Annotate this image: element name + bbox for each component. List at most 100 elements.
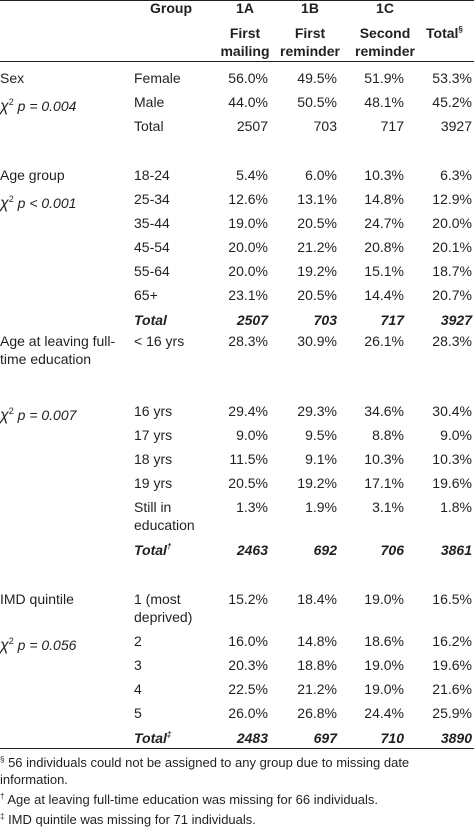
edu-value: 11.5% — [229, 451, 268, 467]
age-value: 14.8% — [364, 191, 404, 207]
sex-group: Total — [134, 118, 164, 134]
edu-value: 10.3% — [432, 451, 472, 467]
col-total-sub1: Total§ — [426, 25, 463, 41]
imd-group: Total‡ — [134, 730, 172, 746]
imd-value: 18.8% — [297, 657, 337, 673]
sex-value: 44.0% — [228, 94, 268, 110]
edu-group: 19 yrs — [134, 475, 173, 491]
imd-group: deprived) — [134, 609, 193, 625]
imd-value: 26.0% — [228, 705, 268, 721]
imd-value: 15.2% — [228, 591, 268, 607]
col-1a-id: 1A — [236, 0, 254, 16]
age-value: 20.0% — [228, 263, 268, 279]
col-1a-sub1: First — [229, 25, 261, 41]
imd-value: 19.0% — [364, 681, 404, 697]
edu-value: 3.1% — [372, 499, 404, 515]
edu-value: 19.2% — [297, 475, 337, 491]
bottom-rule — [0, 748, 474, 749]
edu-value: 8.8% — [372, 427, 404, 443]
imd-value: 710 — [380, 730, 404, 746]
sex-value: 49.5% — [297, 70, 337, 86]
sex-value: 48.1% — [364, 94, 404, 110]
imd-value: 18.4% — [297, 591, 337, 607]
imd-value: 22.5% — [228, 681, 268, 697]
age-group: Total — [134, 312, 167, 328]
edu-value: 1.8% — [440, 499, 472, 515]
age-value: 20.5% — [297, 215, 337, 231]
imd-value: 16.5% — [432, 591, 472, 607]
imd-value: 14.8% — [297, 633, 337, 649]
footnote: § 56 individuals could not be assigned t… — [0, 754, 474, 788]
header-rule — [0, 61, 474, 62]
age-value: 23.1% — [228, 287, 268, 303]
footnote-line: ‡ IMD quintile was missing for 71 indivi… — [0, 812, 256, 827]
edu-chi-square-test: χ2 p = 0.007 — [0, 406, 77, 424]
group-header: Group — [150, 0, 192, 16]
edu-value: 28.3% — [228, 333, 268, 349]
edu-value: 9.1% — [305, 451, 337, 467]
age-group: 45-54 — [134, 239, 170, 255]
age-label: Age group — [0, 167, 65, 183]
edu-group: < 16 yrs — [134, 333, 185, 349]
imd-chi-square-test: χ2 p = 0.056 — [0, 636, 77, 654]
age-value: 20.0% — [432, 215, 472, 231]
edu-value: 2463 — [236, 542, 268, 558]
top-rule — [0, 0, 474, 1]
edu-value: 706 — [380, 542, 404, 558]
age-group: 25-34 — [134, 191, 170, 207]
age-value: 19.2% — [297, 263, 337, 279]
age-value: 18.7% — [432, 263, 472, 279]
col-1c-sub2: reminder — [355, 43, 415, 59]
edu-value: 26.1% — [364, 333, 404, 349]
age-value: 717 — [380, 312, 404, 328]
sex-group: Male — [134, 94, 165, 110]
edu-value: 29.3% — [297, 403, 337, 419]
age-group: 65+ — [134, 287, 158, 303]
age-value: 21.2% — [297, 239, 337, 255]
edu-group: 16 yrs — [134, 403, 173, 419]
age-value: 19.0% — [228, 215, 268, 231]
sex-value: 45.2% — [432, 94, 472, 110]
edu-value: 28.3% — [432, 333, 472, 349]
age-value: 2507 — [236, 312, 268, 328]
edu-value: 30.4% — [432, 403, 472, 419]
sex-value: 53.3% — [432, 70, 472, 86]
sex-value: 50.5% — [297, 94, 337, 110]
age-value: 10.3% — [364, 167, 404, 183]
sex-value: 703 — [313, 118, 337, 134]
edu-value: 9.0% — [440, 427, 472, 443]
edu-value: 19.6% — [432, 475, 472, 491]
col-1b-id: 1B — [301, 0, 319, 16]
imd-value: 3890 — [440, 730, 472, 746]
edu-label-line1: Age at leaving full- — [0, 333, 116, 349]
imd-value: 19.0% — [364, 591, 404, 607]
age-value: 3927 — [440, 312, 472, 328]
edu-group: Still in — [134, 499, 172, 515]
edu-value: 20.5% — [228, 475, 268, 491]
imd-value: 19.6% — [432, 657, 472, 673]
edu-group: 17 yrs — [134, 427, 173, 443]
edu-value: 17.1% — [364, 475, 404, 491]
imd-value: 2483 — [236, 730, 268, 746]
edu-value: 1.9% — [305, 499, 337, 515]
sex-label: Sex — [0, 70, 25, 86]
age-value: 20.5% — [297, 287, 337, 303]
edu-group: Total† — [134, 542, 172, 558]
age-value: 12.9% — [432, 191, 472, 207]
edu-value: 29.4% — [228, 403, 268, 419]
imd-value: 16.2% — [432, 633, 472, 649]
age-value: 5.4% — [236, 167, 268, 183]
imd-value: 21.6% — [432, 681, 472, 697]
imd-group: 3 — [134, 657, 142, 673]
age-value: 20.0% — [228, 239, 268, 255]
sex-value: 717 — [380, 118, 404, 134]
age-value: 703 — [313, 312, 337, 328]
age-value: 12.6% — [228, 191, 268, 207]
edu-value: 10.3% — [364, 451, 404, 467]
imd-value: 24.4% — [364, 705, 404, 721]
age-value: 20.7% — [432, 287, 472, 303]
edu-value: 9.0% — [236, 427, 268, 443]
imd-value: 26.8% — [297, 705, 337, 721]
sex-group: Female — [134, 70, 181, 86]
age-group: 18-24 — [134, 167, 170, 183]
